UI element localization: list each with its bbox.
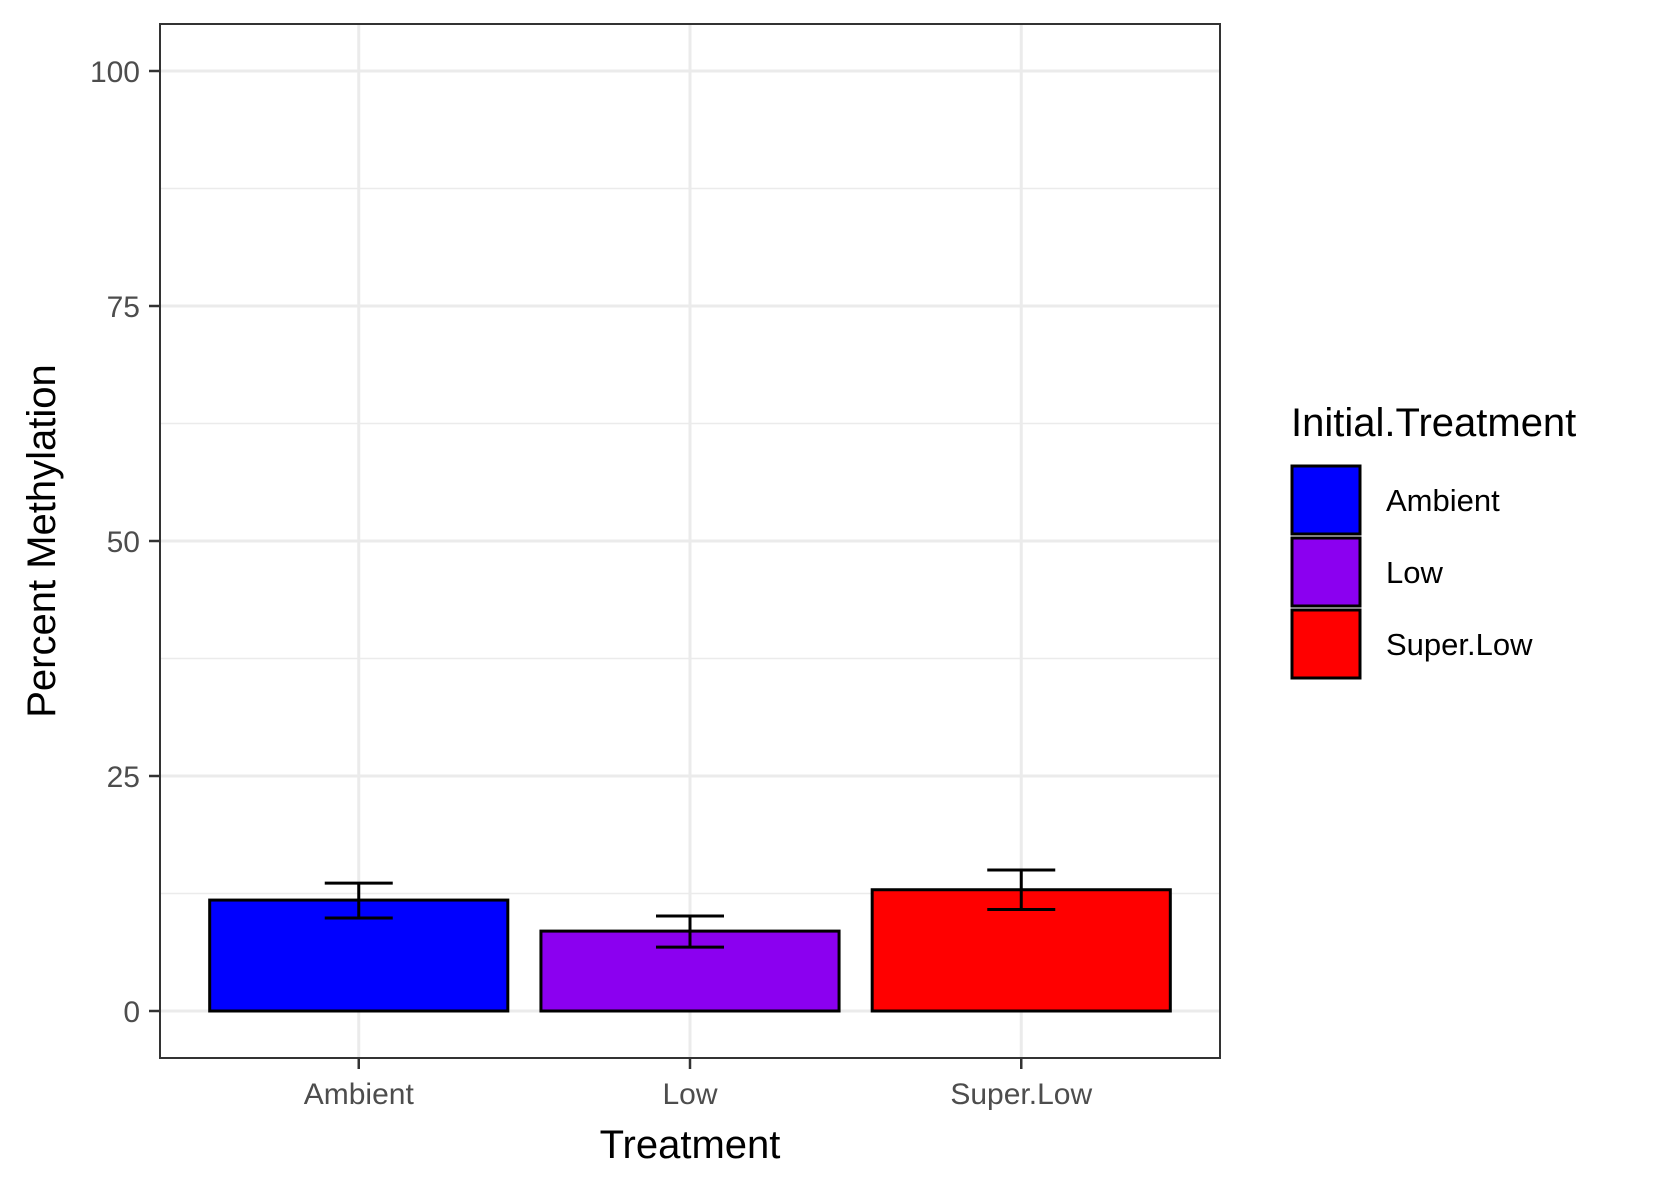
y-tick-label: 0 — [123, 996, 140, 1029]
x-axis: Ambient Low Super.Low — [304, 1058, 1092, 1111]
y-tick-label: 75 — [107, 291, 140, 324]
legend-key-low — [1290, 536, 1362, 608]
y-tick-label: 100 — [90, 56, 140, 89]
error-bar-low — [656, 914, 724, 949]
y-axis-title: Percent Methylation — [20, 364, 64, 718]
x-axis-title: Treatment — [600, 1123, 781, 1167]
legend-label-super-low: Super.Low — [1386, 627, 1533, 662]
x-tick-label: Super.Low — [950, 1078, 1092, 1111]
legend-title: Initial.Treatment — [1291, 401, 1576, 445]
error-bar-ambient — [324, 881, 393, 920]
x-tick-label: Ambient — [304, 1078, 415, 1111]
x-tick-label: Low — [662, 1078, 717, 1111]
legend-label-low: Low — [1386, 555, 1443, 590]
error-bar-super-low — [987, 868, 1056, 911]
legend: Initial.Treatment Ambient Low Super.Low — [1290, 401, 1576, 680]
y-tick-label: 25 — [107, 761, 140, 794]
y-tick-label: 50 — [107, 526, 140, 559]
error-bars — [324, 868, 1056, 949]
legend-label-ambient: Ambient — [1386, 483, 1500, 518]
legend-key-super-low — [1290, 608, 1362, 680]
legend-key-ambient — [1290, 464, 1362, 536]
y-axis: 0 25 50 75 100 — [90, 56, 160, 1029]
